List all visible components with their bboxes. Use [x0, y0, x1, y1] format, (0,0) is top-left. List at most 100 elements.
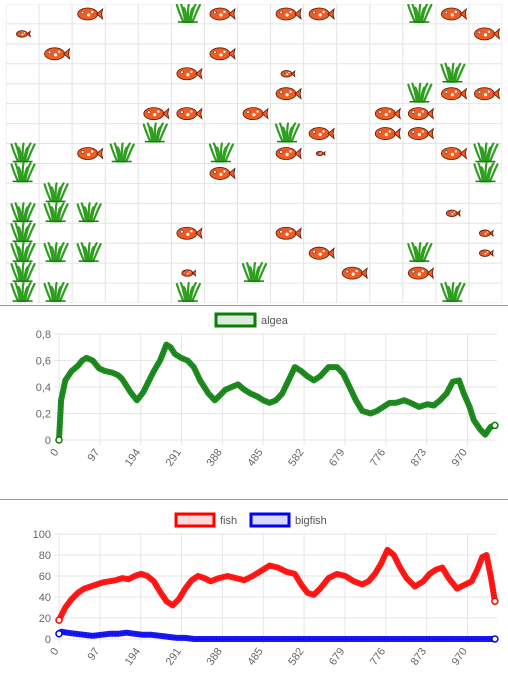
fish-icon[interactable]: [308, 246, 335, 260]
algae-icon[interactable]: [10, 142, 36, 163]
fish-tail: [492, 87, 501, 100]
algae-icon[interactable]: [76, 202, 102, 223]
algae-icon[interactable]: [142, 122, 168, 143]
fish-icon[interactable]: [440, 87, 468, 101]
algae-icon[interactable]: [473, 162, 499, 183]
algae-blade: [17, 266, 23, 283]
algae-icon[interactable]: [274, 122, 301, 143]
algae-icon[interactable]: [10, 222, 36, 243]
fish-icon[interactable]: [308, 7, 335, 21]
fish-spot: [486, 251, 489, 253]
small-fish-icon[interactable]: [479, 229, 494, 238]
algae-blade: [10, 143, 20, 163]
algae-icon[interactable]: [43, 182, 69, 203]
fish-icon[interactable]: [176, 107, 203, 121]
algae-icon[interactable]: [109, 142, 135, 163]
algae-blade: [56, 285, 62, 303]
algae-blade: [80, 242, 88, 263]
fish-icon[interactable]: [275, 87, 302, 101]
small-fish-icon[interactable]: [479, 249, 494, 257]
fish-icon[interactable]: [440, 7, 468, 21]
simulation-grid[interactable]: [5, 2, 503, 304]
algae-blade: [182, 285, 188, 303]
algae-blade: [50, 285, 56, 303]
fish-icon[interactable]: [143, 107, 170, 121]
algae-blade: [10, 243, 20, 263]
legend-algea[interactable]: algea: [214, 312, 289, 328]
fish-spot: [54, 53, 58, 57]
fish-icon[interactable]: [44, 47, 71, 61]
algae-icon[interactable]: [10, 162, 36, 183]
algae-blade: [14, 202, 22, 223]
algae-icon[interactable]: [440, 62, 466, 83]
algae-icon[interactable]: [175, 2, 201, 24]
fish-icon[interactable]: [308, 127, 335, 140]
fish-eye: [477, 30, 482, 35]
fish-tail: [360, 267, 368, 280]
small-fish-icon[interactable]: [445, 209, 461, 218]
algae-blade: [219, 142, 224, 163]
fish-icon[interactable]: [209, 7, 236, 21]
algae-blade: [488, 163, 499, 183]
fish-icon[interactable]: [341, 266, 368, 280]
fish-icon[interactable]: [176, 226, 203, 240]
small-fish-icon[interactable]: [315, 150, 326, 157]
fish-icon[interactable]: [374, 127, 401, 140]
fish-icon[interactable]: [176, 67, 203, 81]
algae-icon[interactable]: [473, 142, 499, 163]
algae-icon[interactable]: [76, 242, 102, 263]
fish-icon[interactable]: [77, 7, 104, 21]
fish-icon[interactable]: [275, 7, 302, 21]
fish-icon[interactable]: [474, 27, 501, 41]
algae-icon[interactable]: [10, 202, 36, 223]
legend-fish[interactable]: fish: [174, 512, 237, 528]
algae-blade: [22, 226, 29, 243]
fish-tail: [162, 107, 170, 120]
fish-icon[interactable]: [407, 127, 434, 140]
algae-icon[interactable]: [407, 242, 433, 263]
fish-icon[interactable]: [242, 107, 269, 121]
fish-icon[interactable]: [374, 107, 401, 121]
algae-icon[interactable]: [43, 242, 69, 263]
algae-icon[interactable]: [10, 242, 36, 263]
simulation-grid-canvas[interactable]: [5, 2, 503, 304]
legend-bigfish[interactable]: bigfish: [249, 512, 327, 528]
fish-icon[interactable]: [275, 147, 302, 160]
algae-icon[interactable]: [43, 281, 69, 303]
algae-blade: [25, 143, 36, 163]
algae-icon[interactable]: [10, 281, 36, 303]
algae-blade: [25, 243, 36, 263]
fish-tail: [294, 87, 302, 100]
algae-blade: [486, 142, 495, 163]
fish-icon[interactable]: [407, 107, 434, 121]
fish-icon[interactable]: [77, 147, 104, 160]
fish-icon[interactable]: [275, 226, 302, 240]
algae-icon[interactable]: [43, 202, 69, 223]
fish-tail: [489, 229, 494, 238]
fish-spot: [252, 113, 256, 117]
fish-tail: [195, 107, 203, 120]
algae-icon[interactable]: [10, 262, 36, 283]
series-start-point-bigfish: [55, 630, 63, 638]
fish-icon[interactable]: [209, 47, 236, 61]
algae-blade: [254, 266, 261, 283]
algae-icon[interactable]: [175, 281, 201, 303]
algae-blade: [444, 281, 451, 303]
fish-icon[interactable]: [209, 167, 236, 180]
algae-icon[interactable]: [241, 262, 268, 283]
algae-icon[interactable]: [407, 82, 433, 103]
fish-icon[interactable]: [474, 87, 501, 101]
fish-eye: [282, 71, 285, 74]
fish-icon[interactable]: [407, 266, 434, 280]
small-fish-icon[interactable]: [280, 69, 296, 78]
small-fish-icon[interactable]: [181, 269, 197, 277]
algae-blade: [21, 142, 25, 163]
algae-icon[interactable]: [407, 2, 433, 24]
algae-icon[interactable]: [208, 142, 235, 163]
fish-icon[interactable]: [440, 147, 468, 160]
fish-tail: [426, 107, 434, 120]
small-fish-icon[interactable]: [16, 30, 31, 38]
algae-blade: [290, 123, 301, 143]
algae-icon[interactable]: [440, 281, 466, 303]
fish-spot: [384, 132, 388, 137]
